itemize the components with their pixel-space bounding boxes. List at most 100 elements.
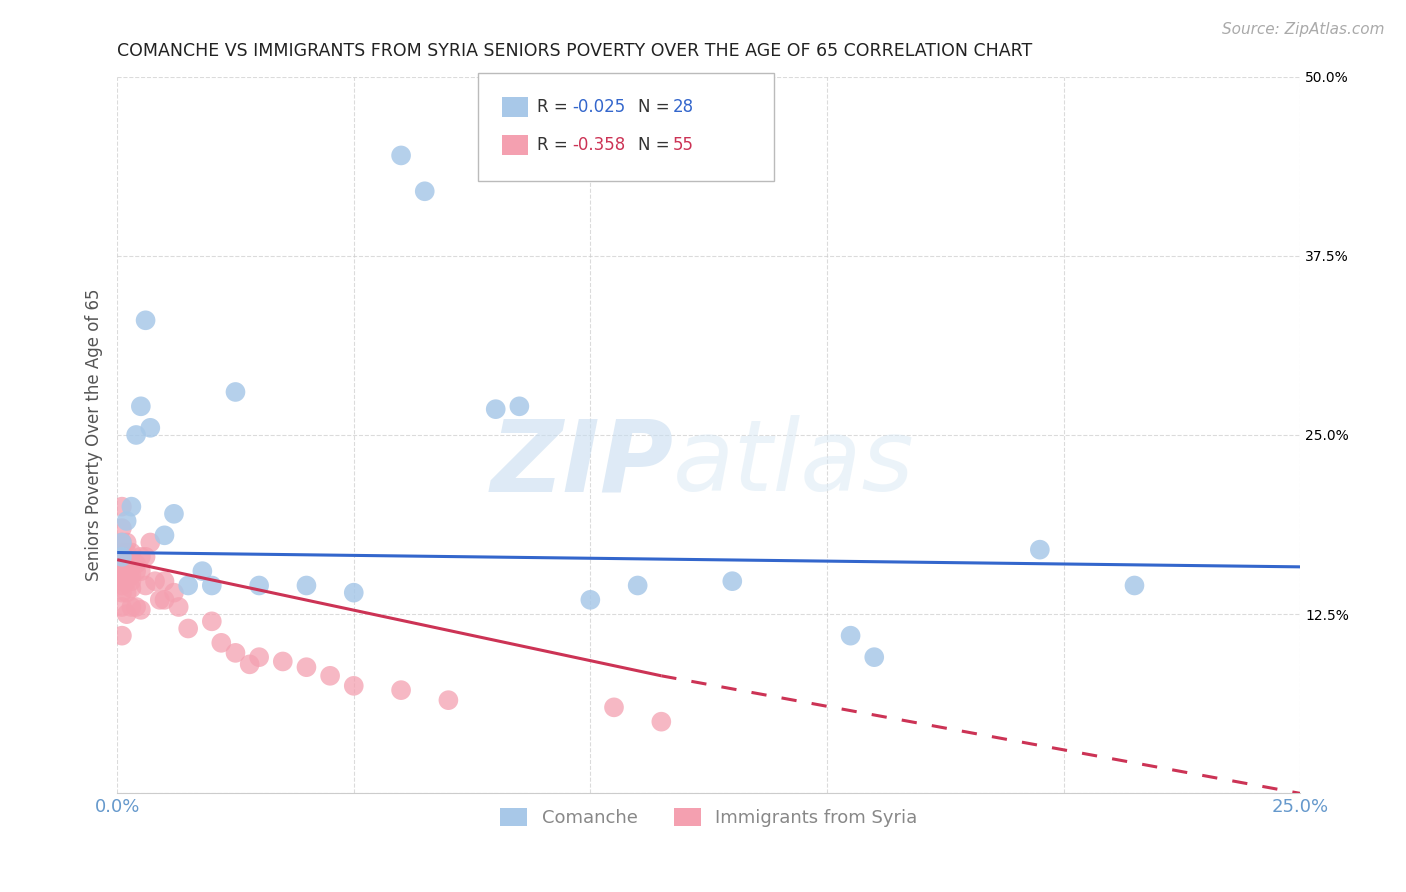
Point: [125, 599, 148, 614]
Point: [135, 578, 157, 592]
Point: [125, 428, 148, 442]
Point: [153, 528, 176, 542]
Point: [120, 500, 142, 514]
Point: [115, 574, 138, 589]
Point: [177, 578, 200, 592]
Point: [120, 557, 142, 571]
Point: [120, 545, 142, 559]
Legend: Comanche, Immigrants from Syria: Comanche, Immigrants from Syria: [492, 801, 925, 835]
Text: COMANCHE VS IMMIGRANTS FROM SYRIA SENIORS POVERTY OVER THE AGE OF 65 CORRELATION: COMANCHE VS IMMIGRANTS FROM SYRIA SENIOR…: [117, 42, 1032, 60]
Point: [143, 574, 166, 589]
Point: [389, 683, 412, 698]
Text: R =: R =: [537, 98, 574, 117]
Point: [149, 592, 172, 607]
Point: [120, 582, 142, 596]
Point: [135, 549, 157, 564]
Point: [115, 514, 138, 528]
Point: [115, 585, 138, 599]
Point: [247, 650, 270, 665]
Point: [239, 657, 262, 672]
Point: [579, 592, 602, 607]
Point: [115, 535, 138, 549]
Point: [129, 549, 152, 564]
Point: [201, 615, 224, 629]
Text: -0.358: -0.358: [572, 136, 626, 153]
Point: [125, 557, 148, 571]
Point: [343, 585, 366, 599]
Point: [343, 679, 366, 693]
Point: [120, 599, 142, 614]
Point: [111, 535, 134, 549]
Bar: [502, 97, 527, 118]
Point: [163, 507, 186, 521]
Text: 28: 28: [673, 98, 695, 117]
Point: [111, 554, 134, 568]
Point: [508, 399, 530, 413]
Point: [1029, 542, 1052, 557]
Point: [120, 574, 142, 589]
Point: [650, 714, 672, 729]
Point: [111, 500, 134, 514]
Point: [163, 585, 186, 599]
Point: [111, 585, 134, 599]
Point: [295, 660, 318, 674]
Text: atlas: atlas: [673, 415, 915, 512]
Y-axis label: Seniors Poverty Over the Age of 65: Seniors Poverty Over the Age of 65: [86, 289, 103, 582]
Point: [247, 578, 270, 592]
Point: [153, 592, 176, 607]
Point: [201, 578, 224, 592]
Point: [295, 578, 318, 592]
Point: [319, 669, 342, 683]
Point: [863, 650, 886, 665]
Point: [191, 564, 214, 578]
Point: [111, 535, 134, 549]
Point: [111, 578, 134, 592]
Point: [153, 574, 176, 589]
Text: R =: R =: [537, 136, 574, 153]
Text: -0.025: -0.025: [572, 98, 626, 117]
Point: [209, 636, 232, 650]
Point: [437, 693, 460, 707]
Point: [224, 384, 246, 399]
Point: [111, 545, 134, 559]
Point: [129, 399, 152, 413]
Point: [120, 568, 142, 582]
Point: [111, 564, 134, 578]
Point: [111, 568, 134, 582]
Point: [603, 700, 626, 714]
Point: [139, 535, 162, 549]
Point: [111, 599, 134, 614]
Bar: [502, 135, 527, 154]
Point: [111, 521, 134, 535]
Point: [389, 148, 412, 162]
Text: N =: N =: [638, 136, 675, 153]
Point: [135, 313, 157, 327]
Point: [177, 622, 200, 636]
Point: [167, 599, 190, 614]
Point: [111, 549, 134, 564]
Point: [115, 545, 138, 559]
Point: [129, 564, 152, 578]
Point: [1123, 578, 1146, 592]
Point: [413, 184, 436, 198]
Point: [271, 655, 294, 669]
Point: [839, 629, 862, 643]
Point: [139, 421, 162, 435]
Point: [115, 557, 138, 571]
FancyBboxPatch shape: [478, 73, 773, 180]
Point: [111, 629, 134, 643]
Text: Source: ZipAtlas.com: Source: ZipAtlas.com: [1222, 22, 1385, 37]
Point: [125, 564, 148, 578]
Point: [224, 646, 246, 660]
Point: [129, 603, 152, 617]
Text: ZIP: ZIP: [491, 415, 673, 512]
Point: [485, 402, 508, 417]
Text: 55: 55: [673, 136, 695, 153]
Point: [627, 578, 650, 592]
Point: [111, 559, 134, 574]
Point: [721, 574, 744, 589]
Text: N =: N =: [638, 98, 675, 117]
Point: [115, 564, 138, 578]
Point: [115, 607, 138, 622]
Point: [111, 574, 134, 589]
